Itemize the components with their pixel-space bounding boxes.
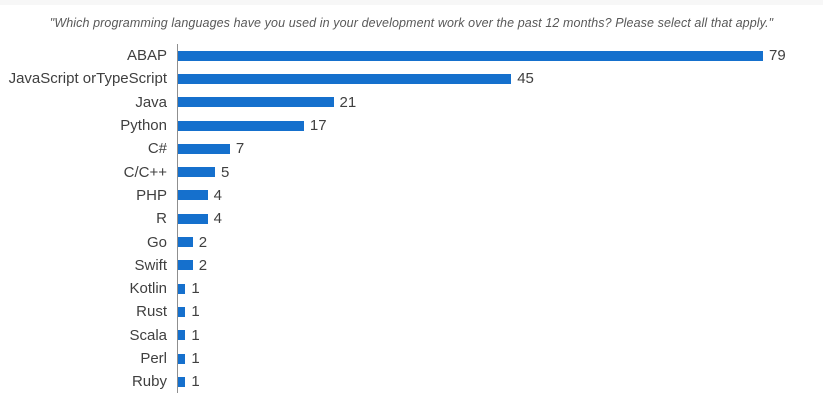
value-label: 1 — [191, 373, 200, 391]
bar-row: Go 2 — [0, 230, 823, 254]
bar — [178, 167, 216, 178]
category-label: Scala — [129, 326, 167, 344]
bar-cell: 4 — [177, 207, 823, 231]
value-label: 4 — [213, 210, 222, 228]
bar-cell: 7 — [177, 137, 823, 161]
bar-cell: 1 — [177, 276, 823, 301]
value-label: 1 — [191, 326, 200, 344]
bar-cell: 21 — [177, 90, 823, 114]
bar-row: ABAP 79 — [0, 44, 823, 68]
bar-row: Scala 1 — [0, 323, 823, 347]
bar-cell: 2 — [177, 253, 823, 277]
value-label: 79 — [768, 47, 786, 65]
value-label: 2 — [198, 233, 208, 251]
bar-row: Swift 2 — [0, 253, 823, 277]
bar-row: Perl 1 — [0, 346, 823, 371]
value-label: 4 — [213, 186, 222, 204]
bar-cell: 4 — [177, 183, 823, 208]
category-label: Rust — [136, 303, 167, 321]
bar-row: Java 21 — [0, 90, 823, 114]
bar-row: Rust 1 — [0, 300, 823, 324]
bar-cell: 45 — [177, 67, 823, 91]
value-label: 17 — [309, 117, 327, 135]
value-label: 5 — [221, 163, 230, 181]
bar — [178, 376, 186, 387]
bar — [178, 73, 512, 84]
top-strip-decoration — [0, 0, 823, 5]
bar — [178, 213, 208, 224]
category-label: JavaScript orTypeScript — [8, 70, 167, 88]
bar-row: Ruby 1 — [0, 370, 823, 394]
bar-cell: 1 — [177, 346, 823, 371]
bar-row: C# 7 — [0, 137, 823, 161]
bar — [178, 283, 186, 294]
bar-cell: 1 — [177, 323, 823, 347]
value-label: 2 — [198, 256, 208, 274]
category-label: PHP — [136, 186, 167, 204]
bar — [178, 237, 193, 248]
value-label: 7 — [235, 140, 245, 158]
category-label: C# — [147, 140, 167, 158]
bar-row: PHP 4 — [0, 183, 823, 208]
bar — [178, 306, 186, 317]
bar — [178, 353, 186, 364]
value-label: 1 — [191, 303, 200, 321]
category-label: R — [156, 210, 167, 228]
category-label: Java — [135, 93, 167, 111]
bar — [178, 97, 334, 108]
bar-cell: 1 — [177, 370, 823, 394]
bar-cell: 2 — [177, 230, 823, 254]
category-label: Python — [120, 117, 167, 135]
bar-row: R 4 — [0, 207, 823, 231]
category-label: Kotlin — [129, 280, 167, 298]
bar — [178, 260, 193, 271]
category-label: Perl — [140, 350, 167, 367]
category-label: C/C++ — [123, 163, 167, 181]
bar-row: JavaScript orTypeScript 45 — [0, 67, 823, 91]
bar-cell: 1 — [177, 300, 823, 324]
bar-row: Python 17 — [0, 113, 823, 138]
value-label: 1 — [191, 350, 200, 367]
value-label: 1 — [191, 280, 200, 298]
value-label: 21 — [339, 93, 357, 111]
bar — [178, 120, 304, 131]
bar-cell: 5 — [177, 160, 823, 184]
category-label: Ruby — [131, 373, 167, 391]
bar — [178, 143, 230, 154]
category-label: Go — [146, 233, 167, 251]
category-label: ABAP — [126, 47, 167, 65]
bar-cell: 79 — [177, 44, 823, 68]
bar — [178, 330, 186, 341]
bar-row: Kotlin 1 — [0, 276, 823, 301]
value-label: 45 — [517, 70, 534, 88]
bar-chart: ABAP 79 JavaScript orTypeScript 45 Java … — [0, 44, 823, 394]
bar — [178, 50, 763, 61]
bar — [178, 190, 208, 201]
category-label: Swift — [134, 256, 167, 274]
bar-row: C/C++ 5 — [0, 160, 823, 184]
bar-cell: 17 — [177, 113, 823, 138]
chart-title: "Which programming languages have you us… — [49, 16, 774, 30]
